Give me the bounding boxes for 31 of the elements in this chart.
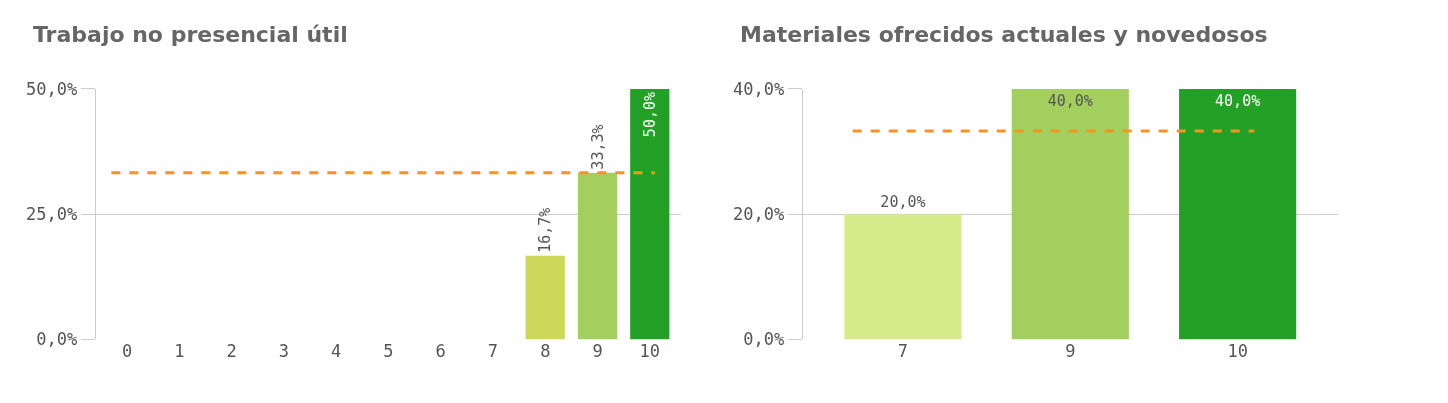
x-tick-label: 10 [1227,341,1248,362]
x-tick-label: 7 [487,341,499,362]
data-label: 50,0% [640,91,659,138]
x-tick-label: 10 [639,341,661,362]
y-tick-label: 20,0% [732,204,785,225]
y-tick-label: 25,0% [26,204,78,225]
x-tick-label: 2 [226,341,237,362]
chart-title: Trabajo no presencial útil [33,22,348,47]
data-label: 33,3% [588,124,607,170]
x-tick-label: 9 [592,341,603,362]
x-tick-label: 1 [174,341,185,362]
x-tick-label: 0 [121,341,133,362]
x-tick-label: 8 [540,341,551,362]
x-tick-label: 4 [331,341,342,362]
y-tick-label: 0,0% [36,329,78,350]
x-tick-label: 7 [897,341,909,362]
y-tick-label: 50,0% [26,78,78,99]
x-tick-label: 5 [383,341,394,362]
x-tick-label: 3 [278,341,289,362]
data-label: 40,0% [1215,91,1261,110]
y-tick-label: 0,0% [743,329,785,350]
data-label: 40,0% [1047,91,1093,110]
x-tick-label: 6 [435,341,446,362]
bar [630,88,670,340]
data-label: 20,0% [880,193,926,212]
y-tick-label: 40,0% [732,78,785,99]
bar [577,172,618,340]
chart-title: Materiales ofrecidos actuales y novedosos [740,22,1268,47]
data-label: 16,7% [536,207,555,253]
bar [525,255,565,340]
x-tick-label: 9 [1065,341,1076,362]
